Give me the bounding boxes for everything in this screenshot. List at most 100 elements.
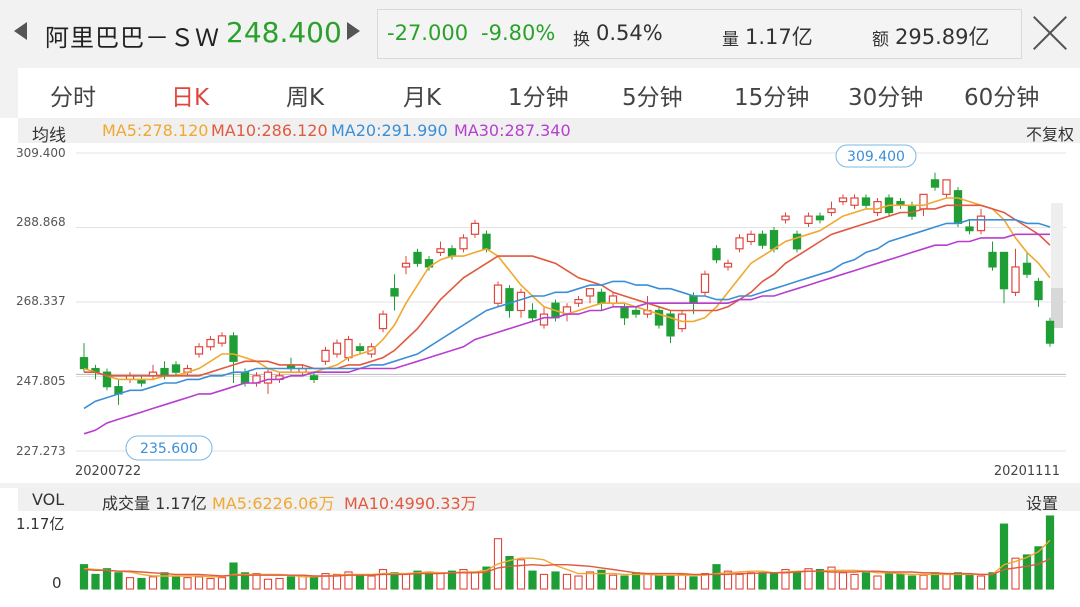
candle [390,288,399,297]
volume-bar [827,566,836,590]
candle [309,375,319,381]
volume-bar [666,575,675,590]
volume-bar [125,577,135,590]
volume-bar [171,575,181,590]
volume-bar [79,564,89,590]
tab-timeshare[interactable]: 分时 [50,85,96,111]
amount-label: 额 [872,30,889,50]
candle [873,201,882,214]
candle [654,309,664,326]
vol-label: VOL [32,490,65,509]
ma-label[interactable]: 均线 [32,126,66,146]
volume-bar [850,573,859,590]
volume-bar [608,574,618,590]
candle [240,371,250,384]
volume-bar [309,575,319,590]
vol-settings-button[interactable]: 设置 [1025,494,1058,513]
close-icon[interactable] [1032,14,1070,52]
quote-header: 阿里巴巴－ＳＷ 248.400 -27.000 -9.80% 换 0.54% 量… [0,0,1080,68]
tab-60min[interactable]: 60分钟 [964,85,1040,111]
volume-bar [91,573,100,590]
volume-bar [976,575,986,590]
volume-bar [1034,546,1043,590]
volume-bar [378,568,388,590]
volume-bar [459,568,468,590]
high-annotation-box [835,144,917,168]
candle [861,197,871,206]
candle [930,179,940,188]
price-change-percent: -9.80% [481,21,556,45]
volume-bar [252,573,261,590]
candle [723,262,733,268]
volume-bar [240,572,250,590]
volume-bar [930,572,940,590]
turnover-value: 0.54% [596,21,663,45]
volume-bar [723,570,733,590]
candle [171,364,181,373]
tab-daily-k[interactable]: 日K [171,85,210,111]
candle [769,230,779,250]
ma30-value: MA30:287.340 [454,121,571,140]
scroll-thumb[interactable] [1051,288,1063,328]
volume-bar [401,573,411,590]
tab-weekly-k[interactable]: 周K [286,85,325,111]
previous-stock-icon[interactable] [14,22,27,40]
volume-bar [286,576,296,590]
candle [988,251,997,268]
candle [470,222,480,235]
candle [838,197,848,203]
candle [355,346,365,351]
candle [102,371,112,388]
volume-bar [585,571,595,590]
candle [447,248,457,257]
candle [482,233,491,250]
tab-5min[interactable]: 5分钟 [622,85,683,111]
price-axis-label: 227.273 [16,444,66,458]
candle [263,371,273,384]
turnover-label: 换 [573,30,590,50]
volume-bar [700,573,710,590]
ma10-value: MA10:286.120 [211,121,328,140]
tab-30min[interactable]: 30分钟 [848,85,924,111]
volume-bar [689,576,698,590]
candle [597,291,606,304]
vol-ma10: MA10:4990.33万 [344,494,477,513]
candle [436,248,445,254]
next-stock-icon[interactable] [347,22,360,40]
tab-monthly-k[interactable]: 月K [403,85,442,111]
tab-1min[interactable]: 1分钟 [508,85,569,111]
candle [459,237,468,250]
end-date: 20201111 [994,464,1060,479]
candle [321,349,330,362]
candle [1034,280,1043,301]
candle [79,357,89,370]
candle [413,251,422,264]
volume-bar [999,523,1009,590]
low-annotation: 235.600 [140,441,198,457]
volume-bar [792,571,802,590]
candle [1022,262,1032,275]
kline-chart[interactable]: 均线 MA5:278.120 MA10:286.120 MA20:291.990… [0,118,1080,483]
tab-15min[interactable]: 15分钟 [734,85,810,111]
volume-bar [114,572,123,590]
candle [700,273,710,293]
volume-bar [424,571,434,590]
volume-bar [436,572,445,590]
volume-bar [516,559,526,590]
quote-summary: -27.000 -9.80% 换 0.54% 量 1.17亿 额 295.89亿 [377,9,1022,59]
candle [378,313,388,330]
volume-bar [884,572,894,590]
volume-label: 量 [722,30,739,50]
volume-bar [654,575,664,590]
candle [631,309,641,315]
volume-bar [643,573,652,590]
high-annotation: 309.400 [847,149,905,165]
volume-bar [562,573,572,590]
candle [229,335,238,362]
volume-panel[interactable]: VOL 成交量 1.17亿 MA5:6226.06万 MA10:4990.33万… [0,488,1080,607]
volume-bar [873,575,882,590]
no-adjust-button[interactable]: 不复权 [1025,125,1074,144]
candle [585,288,595,297]
volume-bar [804,568,813,590]
volume-bar [574,575,583,590]
